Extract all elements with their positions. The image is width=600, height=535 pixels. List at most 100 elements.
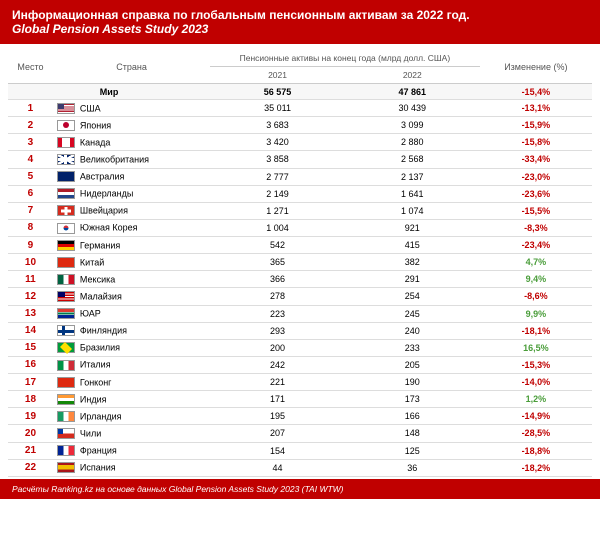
change-cell: -14,9% xyxy=(480,408,592,425)
world-y1: 56 575 xyxy=(210,84,345,100)
col-2021: 2021 xyxy=(210,67,345,84)
y1-cell: 242 xyxy=(210,356,345,373)
flag-icon xyxy=(57,274,75,285)
change-cell: -33,4% xyxy=(480,151,592,168)
y1-cell: 200 xyxy=(210,339,345,356)
table-row: 17Гонконг221190-14,0% xyxy=(8,374,592,391)
y1-cell: 1 271 xyxy=(210,202,345,219)
country-name: Мексика xyxy=(80,274,115,284)
flag-icon xyxy=(57,394,75,405)
country-name: Малайзия xyxy=(80,292,122,302)
flag-icon xyxy=(57,445,75,456)
country-cell: Индия xyxy=(53,391,210,408)
country-cell: Южная Корея xyxy=(53,219,210,236)
country-name: Япония xyxy=(80,120,111,130)
country-name: Ирландия xyxy=(80,411,122,421)
country-cell: Китай xyxy=(53,254,210,271)
table-row: 12Малайзия278254-8,6% xyxy=(8,288,592,305)
world-row: Мир 56 575 47 861 -15,4% xyxy=(8,84,592,100)
country-name: Индия xyxy=(80,394,107,404)
flag-icon xyxy=(57,428,75,439)
y1-cell: 154 xyxy=(210,442,345,459)
country-name: Нидерланды xyxy=(80,189,133,199)
country-cell: Италия xyxy=(53,356,210,373)
country-name: Чили xyxy=(80,429,101,439)
rank-cell: 10 xyxy=(8,254,53,271)
country-cell: Гонконг xyxy=(53,374,210,391)
y2-cell: 148 xyxy=(345,425,480,442)
table-row: 13ЮАР2232459,9% xyxy=(8,305,592,322)
table-row: 1США35 01130 439-13,1% xyxy=(8,100,592,117)
country-cell: Германия xyxy=(53,237,210,254)
rank-cell: 15 xyxy=(8,339,53,356)
flag-icon xyxy=(57,342,75,353)
country-cell: Финляндия xyxy=(53,322,210,339)
y1-cell: 366 xyxy=(210,271,345,288)
flag-icon xyxy=(57,188,75,199)
country-cell: Малайзия xyxy=(53,288,210,305)
table-row: 11Мексика3662919,4% xyxy=(8,271,592,288)
y2-cell: 190 xyxy=(345,374,480,391)
y2-cell: 240 xyxy=(345,322,480,339)
y1-cell: 44 xyxy=(210,459,345,476)
rank-cell: 6 xyxy=(8,185,53,202)
change-cell: 9,9% xyxy=(480,305,592,322)
y1-cell: 2 777 xyxy=(210,168,345,185)
col-change: Изменение (%) xyxy=(480,50,592,84)
flag-icon xyxy=(57,205,75,216)
change-cell: 16,5% xyxy=(480,339,592,356)
y2-cell: 36 xyxy=(345,459,480,476)
change-cell: -23,4% xyxy=(480,237,592,254)
rank-cell: 1 xyxy=(8,100,53,117)
flag-icon xyxy=(57,325,75,336)
change-cell: 9,4% xyxy=(480,271,592,288)
flag-icon xyxy=(57,257,75,268)
change-cell: -23,6% xyxy=(480,185,592,202)
y1-cell: 3 858 xyxy=(210,151,345,168)
y1-cell: 365 xyxy=(210,254,345,271)
rank-cell: 5 xyxy=(8,168,53,185)
change-cell: -15,3% xyxy=(480,356,592,373)
rank-cell: 22 xyxy=(8,459,53,476)
table-row: 4Великобритания3 8582 568-33,4% xyxy=(8,151,592,168)
table-row: 16Италия242205-15,3% xyxy=(8,356,592,373)
change-cell: -15,5% xyxy=(480,202,592,219)
rank-cell: 17 xyxy=(8,374,53,391)
rank-cell: 12 xyxy=(8,288,53,305)
table-row: 3Канада3 4202 880-15,8% xyxy=(8,134,592,151)
y2-cell: 125 xyxy=(345,442,480,459)
y2-cell: 1 074 xyxy=(345,202,480,219)
table-row: 18Индия1711731,2% xyxy=(8,391,592,408)
flag-icon xyxy=(57,171,75,182)
y2-cell: 233 xyxy=(345,339,480,356)
y2-cell: 205 xyxy=(345,356,480,373)
table-row: 8Южная Корея1 004921-8,3% xyxy=(8,219,592,236)
y1-cell: 2 149 xyxy=(210,185,345,202)
header: Информационная справка по глобальным пен… xyxy=(0,0,600,44)
y1-cell: 3 683 xyxy=(210,117,345,134)
change-cell: -8,3% xyxy=(480,219,592,236)
country-cell: Великобритания xyxy=(53,151,210,168)
flag-icon xyxy=(57,103,75,114)
country-cell: Мексика xyxy=(53,271,210,288)
y1-cell: 35 011 xyxy=(210,100,345,117)
y2-cell: 3 099 xyxy=(345,117,480,134)
table-row: 10Китай3653824,7% xyxy=(8,254,592,271)
country-name: Канада xyxy=(80,137,110,147)
rank-cell: 19 xyxy=(8,408,53,425)
y2-cell: 2 568 xyxy=(345,151,480,168)
y2-cell: 30 439 xyxy=(345,100,480,117)
world-label: Мир xyxy=(8,84,210,100)
world-change: -15,4% xyxy=(480,84,592,100)
change-cell: 4,7% xyxy=(480,254,592,271)
y1-cell: 207 xyxy=(210,425,345,442)
y2-cell: 291 xyxy=(345,271,480,288)
table-row: 9Германия542415-23,4% xyxy=(8,237,592,254)
flag-icon xyxy=(57,360,75,371)
country-cell: Ирландия xyxy=(53,408,210,425)
country-name: Великобритания xyxy=(80,155,149,165)
flag-icon xyxy=(57,291,75,302)
table-row: 7Швейцария1 2711 074-15,5% xyxy=(8,202,592,219)
col-rank: Место xyxy=(8,50,53,84)
country-cell: Франция xyxy=(53,442,210,459)
